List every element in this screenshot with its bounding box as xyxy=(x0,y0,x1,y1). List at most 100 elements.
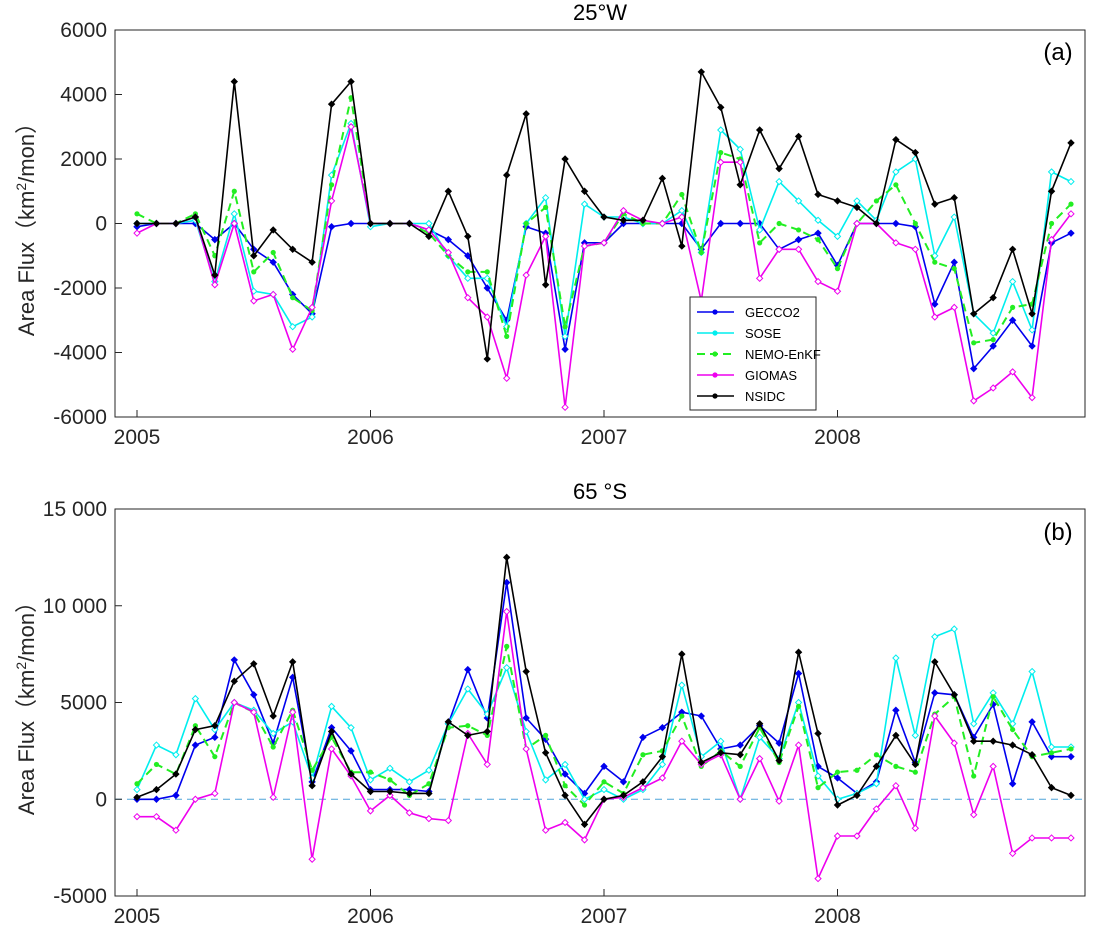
panel-a-point-giomas xyxy=(522,271,530,279)
panel-b-point-giomas xyxy=(425,814,433,823)
panel-a-point-nsidc xyxy=(327,100,336,108)
panel-a-point-nemo-enkf xyxy=(951,266,957,272)
panel-b-label: (b) xyxy=(1043,519,1072,546)
panel-b-point-nsidc xyxy=(600,795,608,803)
panel-b-point-giomas xyxy=(970,811,978,819)
panel-a-point-giomas xyxy=(308,303,316,312)
panel-a-point-nsidc xyxy=(561,155,569,163)
panel-a-point-giomas xyxy=(444,248,453,257)
panel-b-point-nemo-enkf xyxy=(465,723,471,729)
panel-a-point-nemo-enkf xyxy=(1068,201,1074,207)
panel-b-point-sose xyxy=(1028,667,1036,676)
panel-a-point-gecco2 xyxy=(327,223,336,231)
panel-a-point-giomas xyxy=(269,290,277,299)
panel-b-point-nsidc xyxy=(853,791,861,800)
panel-b-point-nsidc xyxy=(950,691,958,699)
panel-b-point-sose xyxy=(464,685,472,693)
panel-b-point-sose xyxy=(366,776,375,784)
panel-a-point-sose xyxy=(833,232,842,241)
panel-a-ytick-label: 4000 xyxy=(60,84,107,107)
panel-b-point-giomas xyxy=(872,805,881,813)
panel-b-point-nsidc xyxy=(872,762,881,771)
panel-b-point-gecco2 xyxy=(892,706,900,714)
panel-b-point-nemo-enkf xyxy=(854,767,860,773)
panel-a-point-nemo-enkf xyxy=(795,227,802,233)
panel-b-point-nemo-enkf xyxy=(795,703,802,709)
panel-b-point-sose xyxy=(425,766,433,774)
panel-b-point-sose xyxy=(152,741,161,749)
panel-b-point-giomas xyxy=(191,795,200,803)
panel-a-point-giomas xyxy=(230,219,238,228)
panel-a-point-nemo-enkf xyxy=(932,259,938,265)
panel-a-point-nemo-enkf xyxy=(873,198,880,204)
panel-a-point-nsidc xyxy=(1028,310,1036,318)
panel-a-point-gecco2 xyxy=(814,229,822,237)
panel-b-point-nemo-enkf xyxy=(1010,726,1016,733)
panel-b-point-nsidc xyxy=(892,731,900,740)
panel-a-point-sose xyxy=(1028,326,1036,334)
panel-b-point-giomas xyxy=(172,826,180,834)
panel-a-point-nsidc xyxy=(619,216,628,224)
panel-b-point-gecco2 xyxy=(658,723,667,732)
panel-a-point-nsidc xyxy=(386,219,394,228)
legend-marker-gecco2 xyxy=(712,309,718,315)
panel-b-point-gecco2 xyxy=(1028,718,1036,726)
panel-a-point-nsidc xyxy=(503,171,511,179)
panel-a-point-sose xyxy=(308,313,316,321)
panel-b-point-nemo-enkf xyxy=(1068,746,1074,752)
panel-a-point-sose xyxy=(989,329,997,337)
panel-a-point-sose xyxy=(288,322,297,331)
panel-b-point-sose xyxy=(970,720,978,728)
panel-a-point-nsidc xyxy=(1008,245,1017,254)
panel-b-point-nsidc xyxy=(405,789,414,798)
legend-entry-nemo-enkf: NEMO-EnKF xyxy=(697,347,821,362)
panel-a-ytick-label: -6000 xyxy=(53,406,107,429)
panel-a-point-nsidc xyxy=(522,110,530,118)
panel-a-point-nemo-enkf xyxy=(543,204,549,210)
legend-entry-nsidc: NSIDC xyxy=(697,389,785,404)
panel-b-point-nsidc xyxy=(1008,741,1017,749)
panel-b-point-giomas xyxy=(853,832,861,840)
panel-b-yticks: -5000 0 5000 10 000 15 000 xyxy=(43,498,122,908)
panel-a-point-nsidc xyxy=(872,219,881,228)
panel-b-point-gecco2 xyxy=(250,691,258,699)
panel-a-point-gecco2 xyxy=(444,235,453,244)
panel-b-point-nemo-enkf xyxy=(153,761,160,768)
panel-a-legend: GECCO2 SOSE NEMO-EnKF GIOMAS NSIDC xyxy=(689,296,821,411)
panel-a-point-nsidc xyxy=(308,258,316,266)
panel-b-point-sose xyxy=(911,731,920,740)
panel-b-title: 65 °S xyxy=(573,479,627,504)
panel-a-point-nemo-enkf xyxy=(562,324,568,330)
panel-a-plot-area xyxy=(114,29,1086,418)
legend-label-sose: SOSE xyxy=(745,326,781,341)
panel-a-point-nemo-enkf xyxy=(290,295,296,301)
panel-a-xticks: 2005 2006 2007 2008 xyxy=(114,410,861,449)
panel-a-ylabel: Area Flux（km2/mon） xyxy=(13,112,39,336)
panel-a-point-nsidc xyxy=(347,77,355,86)
panel-a-point-nemo-enkf xyxy=(718,149,724,156)
panel-a-point-giomas xyxy=(600,239,608,247)
panel-a-point-nsidc xyxy=(814,190,822,199)
panel-b-point-giomas xyxy=(892,781,900,790)
panel-a-point-nsidc xyxy=(639,216,647,224)
panel-a-point-nemo-enkf xyxy=(504,333,510,339)
panel-b-point-sose xyxy=(269,729,277,738)
panel-b-point-sose xyxy=(892,654,900,662)
panel-a-yticks: -6000 -4000 -2000 0 2000 4000 6000 xyxy=(53,19,122,429)
panel-b-point-giomas xyxy=(814,874,822,883)
panel-b-point-nemo-enkf xyxy=(971,773,977,779)
panel-a-xtick-label: 2008 xyxy=(814,426,861,449)
panel-b-point-nsidc xyxy=(1047,783,1056,792)
panel-b-point-giomas xyxy=(541,826,550,834)
panel-a-point-nsidc xyxy=(697,68,705,76)
panel-a-point-giomas xyxy=(1067,210,1075,218)
panel-a-point-nemo-enkf xyxy=(270,249,276,256)
panel-b-point-nsidc xyxy=(269,712,277,720)
panel-b-point-nsidc xyxy=(133,793,141,802)
panel-b-point-nsidc xyxy=(755,720,764,728)
panel-b-point-nemo-enkf xyxy=(912,769,918,775)
panel-b-point-sose xyxy=(386,764,394,772)
panel-b-point-sose xyxy=(503,663,511,672)
panel-a-point-nsidc xyxy=(794,132,803,141)
